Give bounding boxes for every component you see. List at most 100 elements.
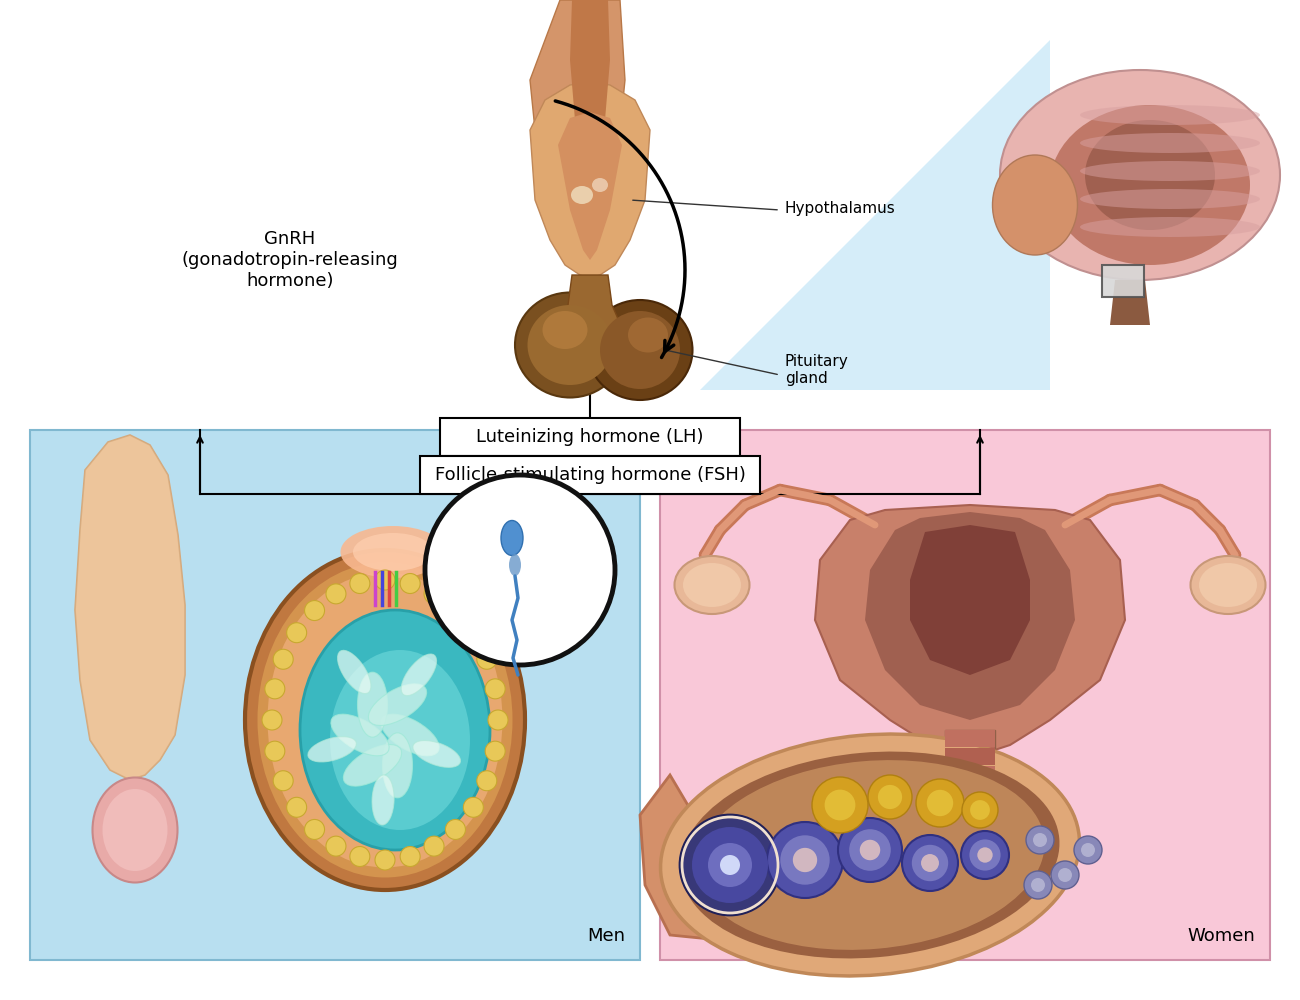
- Text: Men: Men: [588, 927, 625, 945]
- Ellipse shape: [332, 714, 389, 756]
- Ellipse shape: [1080, 217, 1260, 237]
- Circle shape: [962, 792, 998, 828]
- Ellipse shape: [515, 292, 625, 397]
- Circle shape: [849, 829, 890, 871]
- Ellipse shape: [413, 741, 460, 767]
- Circle shape: [263, 710, 282, 730]
- Ellipse shape: [588, 300, 693, 400]
- Circle shape: [304, 819, 325, 839]
- Polygon shape: [1110, 280, 1150, 325]
- Circle shape: [485, 741, 506, 761]
- Circle shape: [374, 570, 395, 590]
- Polygon shape: [75, 435, 185, 780]
- Circle shape: [265, 679, 285, 699]
- Circle shape: [824, 790, 855, 820]
- Circle shape: [477, 771, 497, 791]
- Polygon shape: [935, 828, 1005, 922]
- Circle shape: [1058, 868, 1072, 882]
- Circle shape: [485, 679, 506, 699]
- Circle shape: [350, 574, 370, 594]
- Circle shape: [273, 771, 294, 791]
- Polygon shape: [555, 275, 625, 365]
- Polygon shape: [910, 525, 1030, 675]
- Circle shape: [287, 623, 307, 643]
- Circle shape: [446, 601, 465, 621]
- Ellipse shape: [696, 760, 1044, 950]
- Polygon shape: [699, 40, 1050, 390]
- Ellipse shape: [268, 572, 503, 867]
- Circle shape: [780, 835, 829, 885]
- Polygon shape: [815, 505, 1124, 758]
- Circle shape: [708, 843, 751, 887]
- Circle shape: [767, 822, 842, 898]
- Circle shape: [859, 840, 880, 860]
- Polygon shape: [569, 0, 610, 165]
- Text: Luteinizing hormone (LH): Luteinizing hormone (LH): [476, 428, 703, 446]
- Circle shape: [304, 601, 325, 621]
- Ellipse shape: [368, 684, 426, 725]
- Bar: [945, 766, 995, 783]
- Bar: [439, 418, 740, 456]
- Circle shape: [326, 836, 346, 856]
- Circle shape: [812, 777, 868, 833]
- Text: Pituitary
gland: Pituitary gland: [785, 354, 849, 386]
- Circle shape: [978, 847, 993, 863]
- Circle shape: [720, 855, 740, 875]
- Circle shape: [680, 815, 780, 915]
- Circle shape: [488, 710, 508, 730]
- Ellipse shape: [680, 752, 1060, 958]
- Circle shape: [868, 775, 913, 819]
- Circle shape: [911, 845, 948, 881]
- Circle shape: [1024, 871, 1052, 899]
- Ellipse shape: [300, 610, 490, 850]
- Text: Hypothalamus: Hypothalamus: [785, 200, 896, 216]
- Circle shape: [374, 850, 395, 870]
- Ellipse shape: [341, 526, 446, 578]
- Circle shape: [1026, 826, 1054, 854]
- Circle shape: [287, 797, 307, 817]
- Text: GnRH
(gonadotropin-releasing
hormone): GnRH (gonadotropin-releasing hormone): [182, 230, 398, 290]
- Ellipse shape: [354, 533, 433, 571]
- Ellipse shape: [500, 520, 523, 556]
- Ellipse shape: [330, 650, 471, 830]
- Circle shape: [878, 785, 902, 809]
- Ellipse shape: [358, 672, 387, 737]
- Circle shape: [350, 846, 370, 866]
- Circle shape: [838, 818, 902, 882]
- Ellipse shape: [1191, 556, 1265, 614]
- Bar: [1102, 265, 1144, 297]
- Bar: [30, 430, 640, 960]
- Circle shape: [927, 790, 953, 816]
- Circle shape: [424, 584, 445, 604]
- Ellipse shape: [500, 560, 601, 650]
- Circle shape: [916, 779, 965, 827]
- Ellipse shape: [308, 737, 356, 762]
- Circle shape: [902, 835, 958, 891]
- Ellipse shape: [1086, 120, 1216, 230]
- Ellipse shape: [1080, 105, 1260, 125]
- Ellipse shape: [628, 318, 668, 353]
- Bar: [945, 784, 995, 801]
- Ellipse shape: [601, 311, 680, 389]
- Ellipse shape: [571, 186, 593, 204]
- Circle shape: [477, 649, 497, 669]
- Circle shape: [424, 836, 445, 856]
- Ellipse shape: [1050, 105, 1251, 265]
- Ellipse shape: [343, 745, 402, 786]
- Ellipse shape: [682, 563, 741, 607]
- Ellipse shape: [382, 733, 412, 798]
- Bar: [945, 730, 995, 747]
- Ellipse shape: [372, 775, 394, 825]
- Circle shape: [1082, 843, 1095, 857]
- Ellipse shape: [402, 654, 437, 696]
- Bar: [945, 820, 995, 837]
- Bar: [945, 748, 995, 765]
- Circle shape: [1034, 833, 1046, 847]
- Circle shape: [265, 741, 285, 761]
- Circle shape: [1031, 878, 1045, 892]
- Circle shape: [793, 848, 818, 872]
- Circle shape: [446, 819, 465, 839]
- Ellipse shape: [1080, 133, 1260, 153]
- Ellipse shape: [103, 789, 168, 871]
- Ellipse shape: [1199, 563, 1257, 607]
